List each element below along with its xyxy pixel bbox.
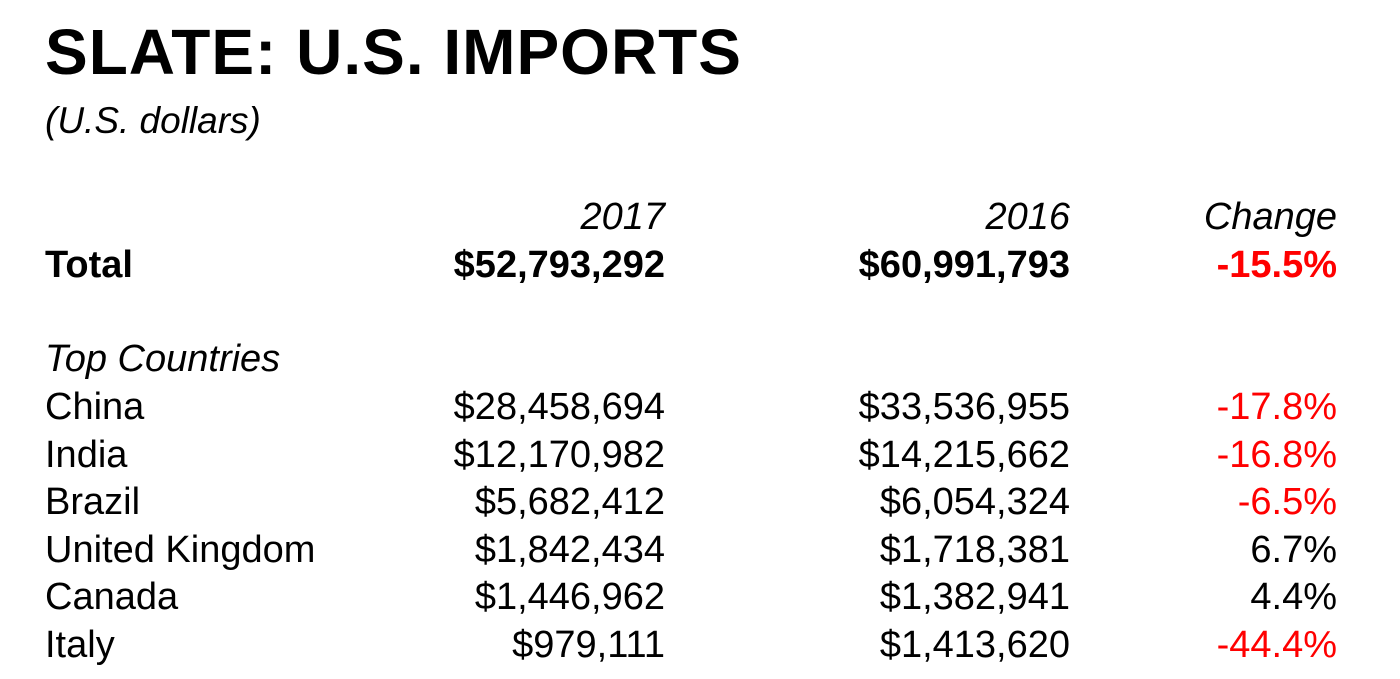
value-2017: $12,170,982 xyxy=(453,434,665,476)
value-2017: $979,111 xyxy=(512,624,665,666)
table-title: SLATE: U.S. IMPORTS xyxy=(45,16,742,88)
value-change: -6.5% xyxy=(1237,481,1337,523)
section-label-top-countries: Top Countries xyxy=(45,338,281,380)
total-2016: $60,991,793 xyxy=(858,244,1070,286)
total-label: Total xyxy=(45,244,133,286)
value-2017: $5,682,412 xyxy=(474,481,665,523)
value-2016: $1,718,381 xyxy=(879,529,1070,571)
value-change: -44.4% xyxy=(1216,624,1337,666)
total-2017: $52,793,292 xyxy=(453,244,665,286)
value-2017: $28,458,694 xyxy=(453,386,665,428)
country-name: Brazil xyxy=(45,481,141,523)
value-change: -17.8% xyxy=(1216,386,1337,428)
value-2017: $1,842,434 xyxy=(474,529,665,571)
total-change: -15.5% xyxy=(1216,244,1337,286)
value-2016: $6,054,324 xyxy=(879,481,1070,523)
table-subtitle: (U.S. dollars) xyxy=(45,100,261,141)
column-header-2017: 2017 xyxy=(580,196,665,238)
country-name: Canada xyxy=(45,576,179,618)
value-change: 6.7% xyxy=(1250,529,1337,571)
country-name: Italy xyxy=(45,624,115,666)
country-name: India xyxy=(45,434,128,476)
value-2016: $33,536,955 xyxy=(858,386,1070,428)
value-2017: $1,446,962 xyxy=(474,576,665,618)
value-2016: $14,215,662 xyxy=(858,434,1070,476)
value-change: 4.4% xyxy=(1250,576,1337,618)
column-header-change: Change xyxy=(1203,196,1337,238)
value-2016: $1,382,941 xyxy=(879,576,1070,618)
country-name: United Kingdom xyxy=(45,529,316,571)
column-header-2016: 2016 xyxy=(985,196,1070,238)
value-2016: $1,413,620 xyxy=(879,624,1070,666)
country-name: China xyxy=(45,386,145,428)
value-change: -16.8% xyxy=(1216,434,1337,476)
